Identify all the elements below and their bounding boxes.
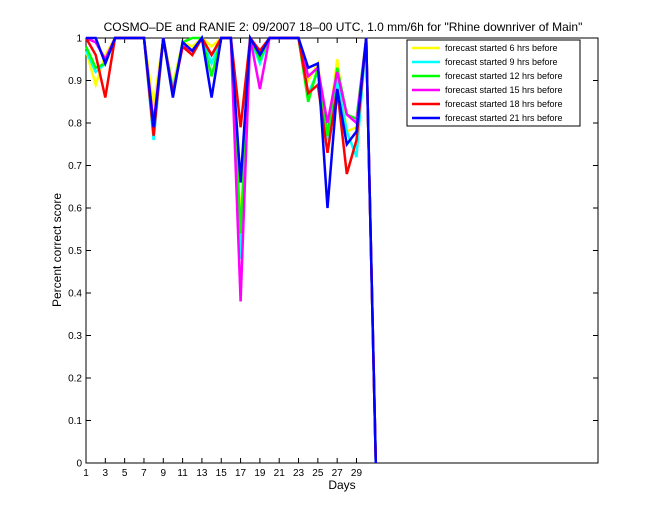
x-tick-label: 17 xyxy=(235,468,247,479)
legend-label-1: forecast started 6 hrs before xyxy=(445,43,558,53)
x-tick-label: 5 xyxy=(122,468,128,479)
x-tick-label: 1 xyxy=(83,468,89,479)
y-axis-title: Percent correct score xyxy=(50,193,64,307)
x-axis-title: Days xyxy=(328,478,355,492)
y-tick-label: 0.4 xyxy=(68,289,82,300)
legend-label-6: forecast started 21 hrs before xyxy=(445,113,563,123)
chart-title: COSMO–DE and RANIE 2: 09/2007 18–00 UTC,… xyxy=(104,20,583,34)
y-tick-label: 0.8 xyxy=(68,119,82,130)
legend-label-2: forecast started 9 hrs before xyxy=(445,57,558,67)
y-tick-label: 0.5 xyxy=(68,246,82,257)
y-tick-label: 0.9 xyxy=(68,76,82,87)
x-tick-label: 15 xyxy=(216,468,228,479)
x-tick-label: 25 xyxy=(312,468,324,479)
x-tick-label: 21 xyxy=(274,468,286,479)
series-layer xyxy=(84,33,378,464)
x-tick-label: 19 xyxy=(254,468,266,479)
x-tick-label: 9 xyxy=(161,468,167,479)
x-tick-label: 3 xyxy=(103,468,109,479)
y-tick-label: 0 xyxy=(76,459,82,470)
legend-label-4: forecast started 15 hrs before xyxy=(445,85,563,95)
legend-box xyxy=(406,39,581,127)
y-tick-label: 0.2 xyxy=(68,374,82,385)
x-tick-label: 7 xyxy=(141,468,147,479)
series-line-6 xyxy=(86,33,378,464)
y-tick-label: 0.3 xyxy=(68,331,82,342)
legend: forecast started 6 hrs before forecast st… xyxy=(406,39,581,127)
x-tick-label: 29 xyxy=(351,468,363,479)
x-tick-label: 23 xyxy=(293,468,305,479)
legend-label-3: forecast started 12 hrs before xyxy=(445,71,563,81)
y-tick-label: 0.7 xyxy=(68,161,82,172)
x-tick-label: 13 xyxy=(196,468,208,479)
y-tick-label: 0.6 xyxy=(68,204,82,215)
x-tick-label: 11 xyxy=(177,468,188,479)
y-tick-label: 0.1 xyxy=(68,416,82,427)
legend-label-5: forecast started 18 hrs before xyxy=(445,99,563,109)
y-tick-label: 1 xyxy=(76,34,82,45)
x-tick-label: 27 xyxy=(332,468,344,479)
